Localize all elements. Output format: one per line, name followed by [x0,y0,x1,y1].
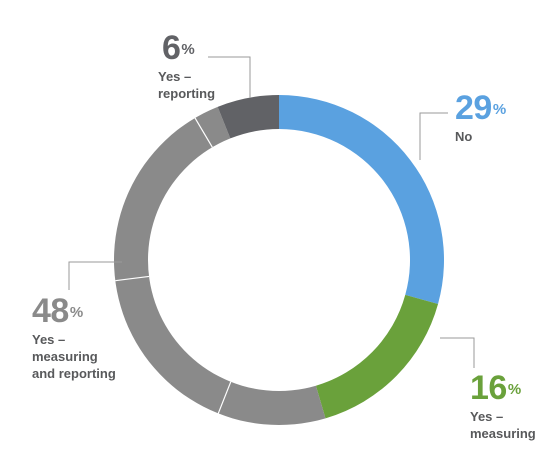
grey-divider-3 [194,117,213,148]
value-measuring: 16% [470,369,521,407]
label-measuring-reporting: 48% Yes – measuring and reporting [32,293,116,382]
category-reporting: Yes – reporting [158,69,216,101]
category-measuring: Yes – measuring [470,409,536,441]
value-measuring-reporting: 48% [32,292,83,330]
label-measuring: 16% Yes – measuring [470,370,536,442]
value-no: 29% [455,89,506,127]
label-no: 29% No [455,90,506,145]
leader-reporting [208,56,251,98]
category-measuring-reporting: Yes – measuring and reporting [32,332,116,381]
slice-measuring-reporting [114,106,326,426]
leader-no [419,112,448,160]
leader-measuring [440,337,475,368]
slice-reporting [217,95,279,139]
category-no: No [455,129,473,144]
slice-measuring [315,294,439,419]
grey-divider-1 [217,381,232,414]
leader-measuring-reporting [68,261,122,290]
label-reporting: 6% Yes – reporting [158,30,215,102]
slice-no [279,95,444,304]
value-reporting: 6% [162,29,195,67]
grey-divider-2 [115,275,150,282]
